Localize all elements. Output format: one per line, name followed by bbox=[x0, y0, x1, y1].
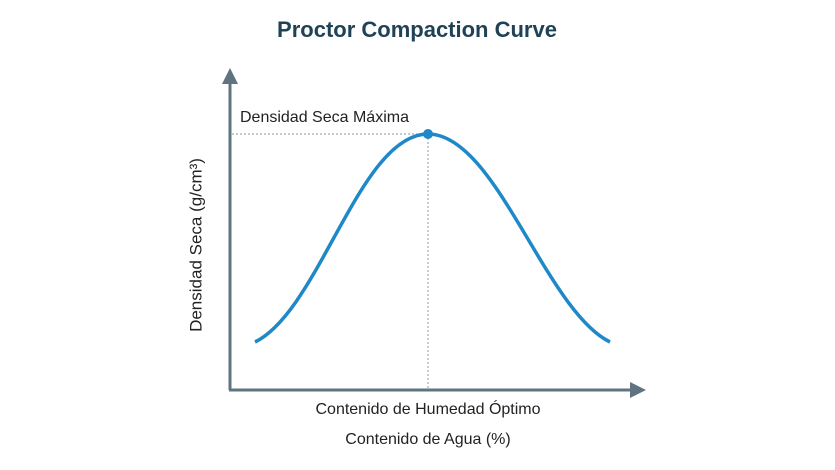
compaction-curve bbox=[254, 132, 611, 344]
y-axis-arrow bbox=[222, 68, 238, 84]
optimum-label: Contenido de Humedad Óptimo bbox=[315, 399, 540, 418]
peak-label: Densidad Seca Máxima bbox=[240, 109, 409, 126]
x-axis-arrow bbox=[630, 382, 646, 398]
peak-point bbox=[423, 129, 433, 139]
title: Proctor Compaction Curve bbox=[277, 17, 557, 42]
x-axis-label: Contenido de Agua (%) bbox=[345, 431, 510, 448]
y-axis-label: Densidad Seca (g/cm³) bbox=[186, 158, 205, 332]
